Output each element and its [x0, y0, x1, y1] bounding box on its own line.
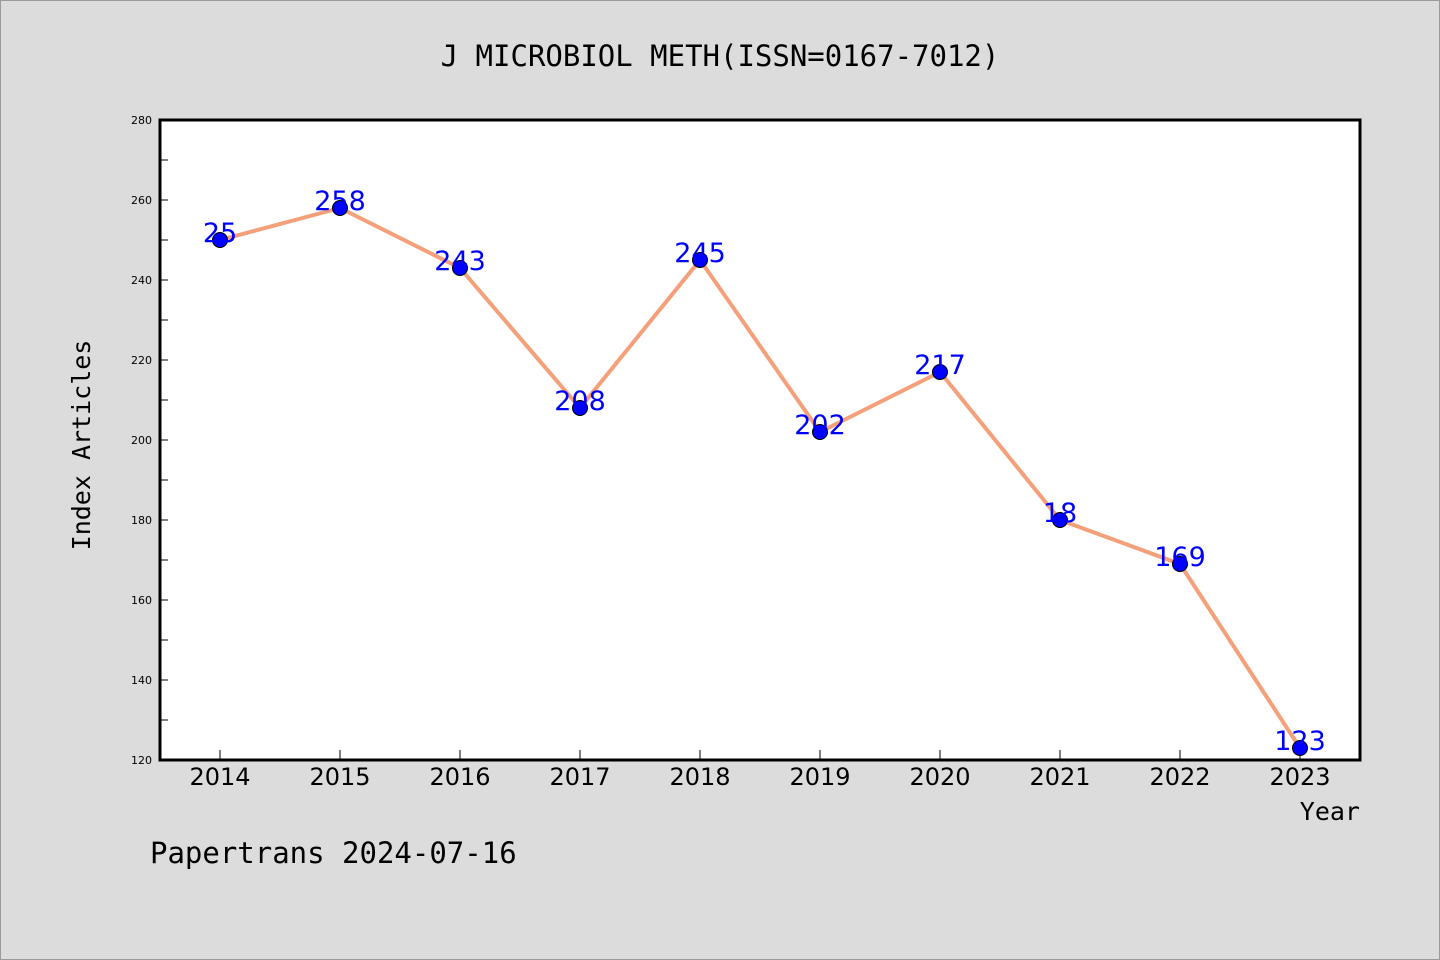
footer-text: Papertrans 2024-07-16 [150, 836, 517, 870]
data-label: 202 [794, 410, 846, 441]
y-tick-label: 260 [131, 194, 152, 207]
data-point [572, 400, 588, 416]
x-tick-label: 2020 [909, 763, 970, 791]
x-axis: 2014 2015 2016 2017 2018 2019 2020 2021 2022 2023 [189, 750, 1331, 791]
x-axis-label: Year [1300, 797, 1360, 826]
x-tick-label: 2019 [789, 763, 850, 791]
data-point [1292, 740, 1308, 756]
data-label: 217 [914, 350, 966, 381]
y-tick-label: 160 [131, 594, 152, 607]
data-label: 25 [203, 218, 237, 249]
y-tick-label: 180 [131, 514, 152, 527]
data-label: 123 [1274, 726, 1326, 757]
y-tick-label: 120 [131, 754, 152, 767]
x-tick-label: 2023 [1269, 763, 1330, 791]
data-point [692, 252, 708, 268]
data-point [332, 200, 348, 216]
data-point [452, 260, 468, 276]
data-label: 18 [1043, 498, 1077, 529]
series-index-articles [212, 200, 1308, 756]
x-tick-label: 2016 [429, 763, 490, 791]
x-tick-label: 2021 [1029, 763, 1090, 791]
y-axis: 120 140 160 180 200 220 240 260 280 [131, 114, 168, 767]
chart-title: J MICROBIOL METH(ISSN=0167-7012) [441, 39, 1000, 73]
y-tick-label: 220 [131, 354, 152, 367]
data-label: 243 [434, 246, 486, 277]
y-axis-label: Index Articles [67, 340, 96, 551]
data-point [812, 424, 828, 440]
x-tick-label: 2015 [309, 763, 370, 791]
y-tick-label: 280 [131, 114, 152, 127]
data-label: 245 [674, 238, 726, 269]
data-label: 169 [1154, 542, 1206, 573]
y-tick-label: 240 [131, 274, 152, 287]
x-tick-label: 2014 [189, 763, 250, 791]
series-line [219, 206, 1302, 750]
data-point [1172, 556, 1188, 572]
x-tick-label: 2022 [1149, 763, 1210, 791]
plot-area [158, 118, 1362, 762]
y-tick-label: 200 [131, 434, 152, 447]
data-point [212, 232, 228, 248]
data-labels: 25 258 243 208 245 202 217 18 169 123 [203, 186, 1326, 757]
x-tick-label: 2018 [669, 763, 730, 791]
data-point [932, 364, 948, 380]
data-point [1052, 512, 1068, 528]
y-tick-label: 140 [131, 674, 152, 687]
data-label: 208 [554, 386, 606, 417]
data-label: 258 [314, 186, 366, 217]
x-tick-label: 2017 [549, 763, 610, 791]
